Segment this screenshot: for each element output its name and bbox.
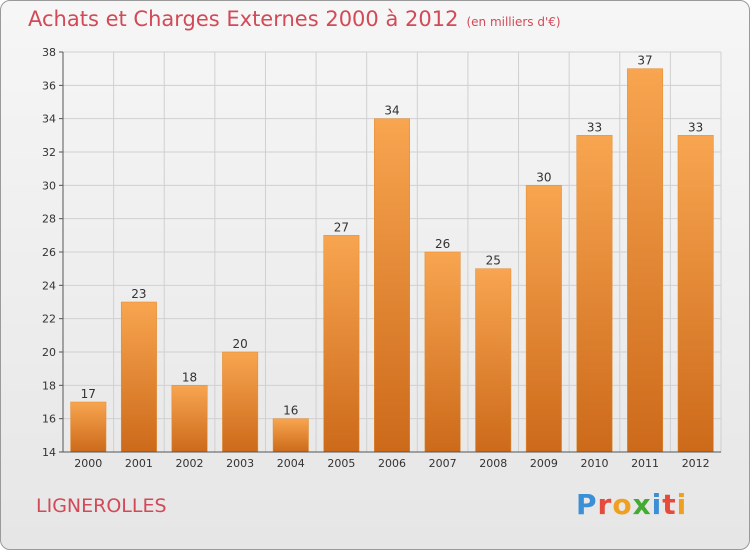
bar-2008 (475, 268, 512, 453)
bar-2005 (323, 235, 360, 453)
x-tick-label: 2001 (125, 457, 153, 470)
logo-letter: r (597, 488, 613, 521)
bar-2011 (627, 68, 664, 453)
bar-2002 (171, 385, 208, 453)
y-tick-label: 30 (42, 179, 56, 192)
x-tick-label: 2003 (226, 457, 254, 470)
y-tick-label: 18 (42, 379, 56, 392)
proxiti-logo: Proxiti (576, 488, 687, 521)
y-tick-label: 20 (42, 346, 56, 359)
data-label: 23 (131, 287, 146, 301)
logo-letter: i (676, 488, 688, 521)
y-tick-label: 32 (42, 146, 56, 159)
y-tick-label: 38 (42, 46, 56, 59)
bars: 17 23 18 20 16 27 34 26 25 30 33 37 33 (70, 54, 714, 453)
bar-2000 (70, 401, 107, 453)
bar-2012 (677, 135, 714, 453)
y-tick-label: 16 (42, 413, 56, 426)
data-label: 20 (233, 337, 248, 351)
title-unit: (en milliers d'€) (466, 15, 561, 29)
y-tick-label: 24 (42, 279, 56, 292)
bar-2004 (272, 418, 309, 453)
x-tick-label: 2012 (682, 457, 710, 470)
bar-2001 (120, 301, 157, 453)
x-tick-label: 2009 (530, 457, 558, 470)
commune-name: LIGNEROLLES (36, 495, 167, 517)
bar-2010 (576, 135, 613, 453)
data-label: 33 (587, 120, 602, 134)
data-label: 37 (637, 54, 652, 68)
x-tick-label: 2000 (74, 457, 102, 470)
bar-2006 (374, 118, 410, 453)
data-label: 17 (81, 387, 96, 401)
data-label: 30 (536, 170, 551, 184)
data-label: 27 (334, 220, 349, 234)
axes: 14 16 18 20 22 24 26 28 30 32 34 36 38 2000 2001 2002 20… (42, 46, 721, 470)
x-tick-label: 2010 (580, 457, 608, 470)
data-label: 16 (283, 404, 298, 418)
y-tick-label: 36 (42, 79, 56, 92)
x-tick-label: 2005 (327, 457, 355, 470)
bar-2003 (222, 351, 259, 453)
y-tick-label: 34 (42, 113, 56, 126)
x-tick-label: 2004 (277, 457, 305, 470)
x-tick-label: 2008 (479, 457, 507, 470)
data-label: 33 (688, 120, 703, 134)
logo-letter: o (612, 488, 633, 521)
data-label: 18 (182, 370, 197, 384)
data-label: 25 (486, 254, 501, 268)
x-tick-label: 2002 (176, 457, 204, 470)
bar-2007 (424, 251, 461, 453)
logo-letter: i (651, 488, 663, 521)
x-tick-label: 2006 (378, 457, 406, 470)
y-tick-label: 22 (42, 313, 56, 326)
x-tick-label: 2007 (429, 457, 457, 470)
bar-2009 (525, 185, 562, 453)
title-text: Achats et Charges Externes 2000 à 2012 (28, 7, 459, 31)
chart-title: Achats et Charges Externes 2000 à 2012 (e… (28, 7, 561, 31)
y-tick-label: 14 (42, 446, 56, 459)
data-label: 34 (384, 104, 399, 118)
y-tick-label: 28 (42, 213, 56, 226)
logo-letter: t (662, 488, 677, 521)
logo-letter: P (576, 488, 598, 521)
data-label: 26 (435, 237, 450, 251)
logo-letter: x (632, 488, 652, 521)
x-tick-label: 2011 (631, 457, 659, 470)
y-tick-label: 26 (42, 246, 56, 259)
